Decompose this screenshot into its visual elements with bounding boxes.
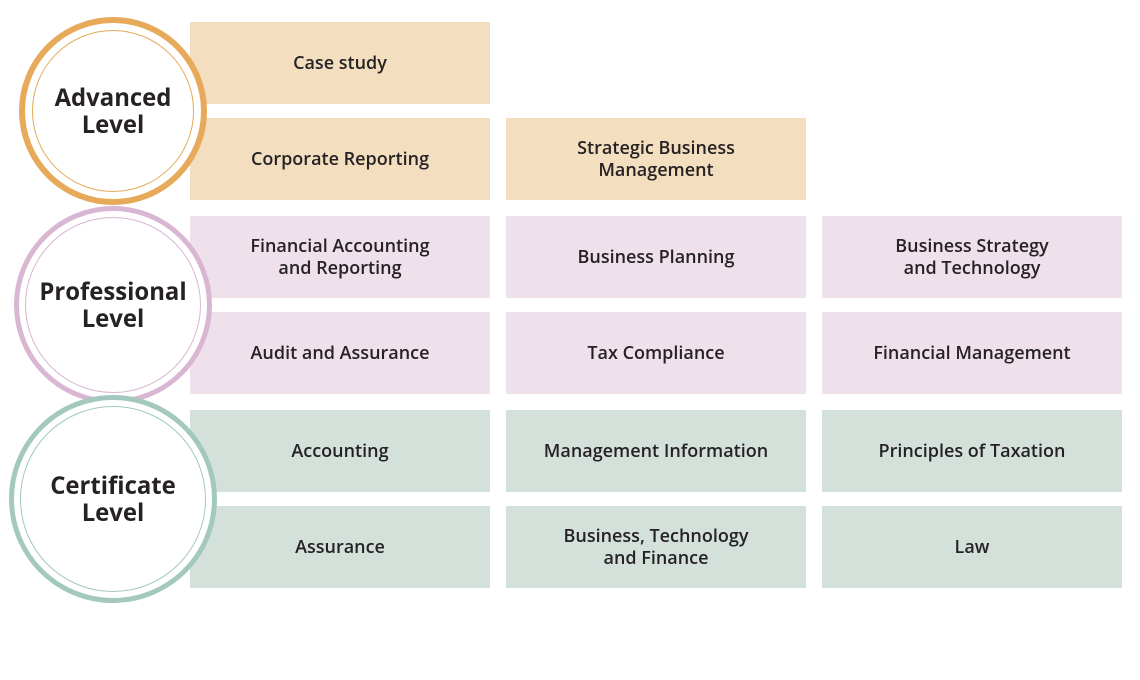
level-advanced: Advanced Level Case study Corporate Repo… <box>18 22 1122 200</box>
module-label: Accounting <box>291 440 388 463</box>
level-certificate: Certificate Level Accounting Management … <box>18 410 1122 588</box>
level-circle-gap: Certificate Level <box>20 406 206 592</box>
level-row: Corporate Reporting Strategic Business M… <box>190 118 1122 200</box>
module-box: Assurance <box>190 506 490 588</box>
module-box: Accounting <box>190 410 490 492</box>
level-circle-advanced: Advanced Level <box>19 17 207 205</box>
module-label: Business Planning <box>578 246 735 269</box>
module-label: Principles of Taxation <box>879 440 1066 463</box>
module-label: Tax Compliance <box>587 342 724 365</box>
level-circle-professional: Professional Level <box>14 206 212 404</box>
module-box: Audit and Assurance <box>190 312 490 394</box>
level-circle-outer: Certificate Level <box>9 395 217 603</box>
module-label: Financial Management <box>873 342 1070 365</box>
level-row: Case study <box>190 22 1122 104</box>
level-label: Professional Level <box>39 278 186 333</box>
module-box: Business, Technology and Finance <box>506 506 806 588</box>
level-circle-gap: Professional Level <box>25 217 201 393</box>
module-box: Strategic Business Management <box>506 118 806 200</box>
module-box: Business Planning <box>506 216 806 298</box>
module-label: Corporate Reporting <box>251 148 429 171</box>
level-professional: Professional Level Financial Accounting … <box>18 216 1122 394</box>
qualification-levels-diagram: Advanced Level Case study Corporate Repo… <box>0 0 1140 680</box>
module-box: Principles of Taxation <box>822 410 1122 492</box>
module-label: Management Information <box>544 440 768 463</box>
module-box: Financial Accounting and Reporting <box>190 216 490 298</box>
module-box: Financial Management <box>822 312 1122 394</box>
module-label: Strategic Business Management <box>577 137 735 182</box>
level-row: Accounting Management Information Princi… <box>190 410 1122 492</box>
module-label: Assurance <box>295 536 385 559</box>
module-label: Law <box>955 536 990 559</box>
module-box: Business Strategy and Technology <box>822 216 1122 298</box>
level-label: Certificate Level <box>50 472 176 527</box>
module-label: Audit and Assurance <box>251 342 430 365</box>
module-label: Financial Accounting and Reporting <box>250 235 429 280</box>
level-row: Assurance Business, Technology and Finan… <box>190 506 1122 588</box>
module-box: Law <box>822 506 1122 588</box>
module-box: Corporate Reporting <box>190 118 490 200</box>
level-row: Audit and Assurance Tax Compliance Finan… <box>190 312 1122 394</box>
level-circle-outer: Professional Level <box>14 206 212 404</box>
module-label: Business, Technology and Finance <box>564 525 749 570</box>
module-box: Case study <box>190 22 490 104</box>
module-label: Business Strategy and Technology <box>895 235 1048 280</box>
level-circle-outer: Advanced Level <box>19 17 207 205</box>
module-box: Management Information <box>506 410 806 492</box>
level-circle-gap: Advanced Level <box>32 30 194 192</box>
module-box: Tax Compliance <box>506 312 806 394</box>
level-circle-certificate: Certificate Level <box>9 395 217 603</box>
level-row: Financial Accounting and Reporting Busin… <box>190 216 1122 298</box>
module-label: Case study <box>293 52 387 75</box>
level-label: Advanced Level <box>55 84 172 139</box>
